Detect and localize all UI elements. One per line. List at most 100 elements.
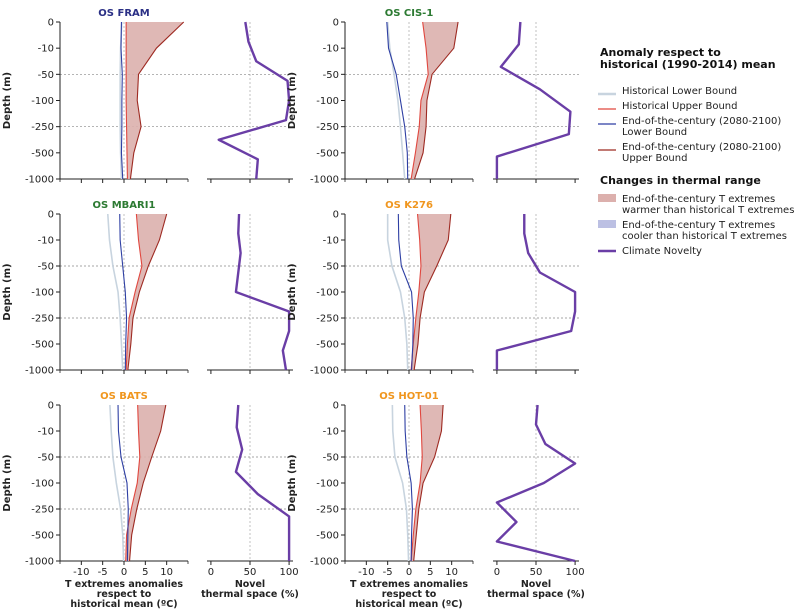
- y-tick-label: -100: [31, 479, 54, 490]
- eoc-upper-line: [128, 404, 167, 562]
- x-tick-label: -5: [98, 567, 108, 578]
- hist-lower-line: [106, 213, 124, 371]
- y-tick-label: -1000: [310, 366, 339, 377]
- legend-label: Historical Upper Bound: [622, 101, 737, 112]
- y-tick-label: -250: [316, 314, 339, 325]
- y-tick-label: -1000: [25, 366, 54, 377]
- novel-x-label: thermal space (%): [201, 589, 299, 600]
- legend-label: Historical Lower Bound: [622, 86, 737, 97]
- station-title: OS K276: [385, 200, 433, 211]
- hist-lower-line: [386, 214, 409, 371]
- y-axis-label: Depth (m): [287, 454, 298, 511]
- y-tick-label: -10: [38, 427, 54, 438]
- warm-fill: [411, 22, 459, 179]
- warm-fill: [126, 214, 167, 370]
- eoc-upper-line: [129, 21, 185, 180]
- y-tick-label: -250: [316, 122, 339, 133]
- legend-label: cooler than historical T extremes: [622, 231, 787, 242]
- y-tick-label: -250: [316, 505, 339, 516]
- legend-title: historical (1990-2014) mean: [600, 58, 776, 71]
- y-tick-label: -10: [323, 427, 339, 438]
- novel-tick-label: 100: [280, 567, 299, 578]
- hist-upper-line: [125, 404, 141, 562]
- x-tick-label: -10: [358, 567, 374, 578]
- y-tick-label: -50: [323, 262, 339, 273]
- y-tick-label: -50: [38, 262, 54, 273]
- eoc-upper-line: [127, 213, 168, 371]
- anomaly-x-label: T extremes anomalies: [350, 579, 468, 590]
- y-tick-label: -50: [323, 453, 339, 464]
- station-panel-3: 0 -10 -50 -100 -250 -500 -1000 Depth (m) OS MBAR…: [2, 200, 293, 377]
- climate-novelty-line: [217, 21, 291, 180]
- y-tick-label: -10: [323, 236, 339, 247]
- eoc-upper-line: [413, 213, 452, 371]
- eoc-upper-line: [414, 21, 459, 180]
- anomaly-x-label: historical mean (ºC): [70, 599, 177, 610]
- cool-fill: [392, 405, 409, 561]
- y-tick-label: 0: [48, 18, 54, 29]
- eoc-lower-line: [120, 21, 124, 180]
- y-tick-label: -100: [316, 479, 339, 490]
- y-tick-label: 0: [333, 401, 339, 412]
- legend-label: Upper Bound: [622, 153, 687, 164]
- y-axis-label: Depth (m): [2, 454, 13, 511]
- station-title: OS CIS-1: [385, 8, 434, 19]
- legend-label: warmer than historical T extremes: [622, 205, 794, 216]
- y-tick-label: -500: [316, 340, 339, 351]
- hist-lower-line: [391, 404, 410, 562]
- legend-label: Lower Bound: [622, 127, 687, 138]
- y-tick-label: -50: [323, 70, 339, 81]
- warm-fill: [411, 214, 451, 370]
- y-tick-label: 0: [48, 210, 54, 221]
- legend-label: Climate Novelty: [622, 246, 702, 257]
- novel-tick-label: 0: [208, 567, 214, 578]
- cool-fill: [387, 214, 408, 370]
- y-tick-label: -1000: [25, 557, 54, 568]
- eoc-lower-line: [397, 213, 414, 371]
- y-axis-label: Depth (m): [287, 72, 298, 129]
- x-tick-label: 0: [121, 567, 127, 578]
- x-tick-label: 5: [427, 567, 433, 578]
- station-title: OS BATS: [100, 391, 148, 402]
- anomaly-x-label: respect to: [97, 589, 152, 600]
- y-tick-label: -500: [316, 531, 339, 542]
- y-tick-label: 0: [48, 401, 54, 412]
- anomaly-x-label: T extremes anomalies: [65, 579, 183, 590]
- x-tick-label: 10: [445, 567, 458, 578]
- station-title: OS HOT-01: [379, 391, 439, 402]
- novel-tick-label: 100: [566, 567, 585, 578]
- y-tick-label: -1000: [25, 175, 54, 186]
- eoc-lower-line: [386, 21, 409, 180]
- x-tick-label: -10: [73, 567, 89, 578]
- novel-x-label: Novel: [521, 579, 551, 590]
- eoc-upper-line: [413, 404, 444, 562]
- novel-x-label: Novel: [235, 579, 265, 590]
- climate-novelty-line: [495, 214, 577, 370]
- y-tick-label: 0: [333, 210, 339, 221]
- station-panel-1: 0 -10 -50 -100 -250 -500 -1000 Depth (m) OS FRAM: [2, 8, 293, 186]
- eoc-lower-line: [404, 404, 413, 562]
- y-tick-label: -10: [38, 44, 54, 55]
- hist-upper-line: [125, 22, 128, 180]
- legend-label: End-of-the-century (2080-2100): [622, 116, 781, 127]
- anomaly-x-label: respect to: [382, 589, 437, 600]
- eoc-lower-line: [119, 213, 128, 371]
- x-tick-label: 0: [406, 567, 412, 578]
- climate-novelty-line: [495, 21, 572, 179]
- station-panel-2: 0 -10 -50 -100 -250 -500 -1000 Depth (m) OS CIS-…: [287, 8, 579, 186]
- station-panel-4: 0 -10 -50 -100 -250 -500 -1000 Depth (m) OS K276: [287, 200, 579, 377]
- novel-x-label: thermal space (%): [487, 589, 585, 600]
- y-tick-label: 0: [333, 18, 339, 29]
- x-tick-label: 5: [142, 567, 148, 578]
- station-title: OS MBARI1: [93, 200, 156, 211]
- legend-label: End-of-the-century T extremes: [622, 220, 775, 231]
- y-tick-label: -500: [31, 531, 54, 542]
- hist-upper-line: [125, 213, 143, 371]
- novel-tick-label: 50: [530, 567, 543, 578]
- climate-novelty-line: [495, 404, 577, 563]
- y-tick-label: -250: [31, 505, 54, 516]
- hist-upper-line: [410, 404, 423, 562]
